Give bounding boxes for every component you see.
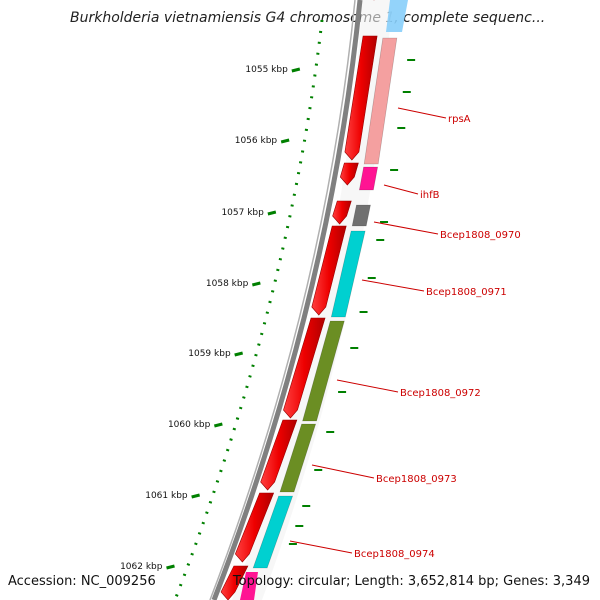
gene-label[interactable]: Bcep1808_0973 bbox=[376, 474, 457, 485]
scale-tick-mark bbox=[267, 210, 277, 216]
gene-callout-line bbox=[336, 379, 399, 393]
scale-tick-label: 1056 kbp bbox=[235, 136, 278, 146]
gene-feature[interactable] bbox=[363, 37, 398, 165]
scale-tick-mark bbox=[291, 67, 301, 73]
gene-callout-line bbox=[397, 107, 447, 119]
gene-feature[interactable] bbox=[279, 423, 317, 493]
partial-gene-feature[interactable] bbox=[386, 0, 408, 32]
partial-gene-feature[interactable] bbox=[240, 572, 258, 600]
scale-tick-mark bbox=[280, 138, 290, 144]
cds-feature[interactable] bbox=[339, 162, 359, 186]
gene-label[interactable]: Bcep1808_0971 bbox=[426, 287, 507, 298]
scale-tick-label: 1060 kbp bbox=[168, 420, 211, 430]
scale-tick-mark bbox=[213, 422, 223, 428]
gene-callout-line bbox=[373, 221, 439, 235]
genome-summary-text: Topology: circular; Length: 3,652,814 bp… bbox=[232, 574, 590, 589]
scale-tick-label: 1058 kbp bbox=[206, 279, 249, 289]
cds-feature[interactable] bbox=[311, 225, 347, 316]
gene-label[interactable]: rpsA bbox=[448, 114, 471, 125]
map-title: Burkholderia vietnamiensis G4 chromosome… bbox=[70, 10, 546, 26]
cds-feature[interactable] bbox=[332, 200, 352, 225]
gene-label[interactable]: ihfB bbox=[420, 190, 440, 201]
gene-label[interactable]: Bcep1808_0974 bbox=[354, 549, 435, 560]
gene-feature[interactable] bbox=[359, 166, 378, 191]
gene-feature[interactable] bbox=[330, 230, 366, 318]
dotted-scale-line bbox=[173, 19, 324, 600]
gene-feature[interactable] bbox=[302, 320, 345, 422]
scale-tick-mark bbox=[234, 351, 244, 357]
gene-label[interactable]: Bcep1808_0970 bbox=[440, 230, 521, 241]
cds-feature[interactable] bbox=[235, 492, 275, 563]
scale-tick-mark bbox=[166, 564, 175, 570]
cds-feature[interactable] bbox=[260, 419, 298, 491]
scale-tick-label: 1061 kbp bbox=[145, 491, 188, 501]
scale-tick-label: 1057 kbp bbox=[221, 208, 264, 218]
cds-feature[interactable] bbox=[220, 565, 249, 600]
accession-text: Accession: NC_009256 bbox=[8, 574, 156, 589]
backbone-circle bbox=[211, 0, 363, 600]
gene-label[interactable]: Bcep1808_0972 bbox=[400, 388, 481, 399]
cds-feature[interactable] bbox=[283, 317, 326, 419]
gene-feature[interactable] bbox=[252, 495, 294, 569]
gene-callout-line bbox=[311, 464, 375, 479]
gene-feature[interactable] bbox=[351, 204, 371, 227]
scale-tick-mark bbox=[191, 493, 200, 499]
scale-tick-mark bbox=[251, 281, 261, 287]
gene-callout-line bbox=[383, 184, 419, 195]
scale-tick-label: 1062 kbp bbox=[120, 562, 163, 572]
scale-tick-label: 1059 kbp bbox=[188, 349, 231, 359]
scale-tick-label: 1055 kbp bbox=[245, 65, 288, 75]
gene-callout-line bbox=[361, 279, 425, 292]
cds-feature[interactable] bbox=[344, 35, 378, 161]
gene-callout-line bbox=[289, 540, 353, 554]
backbone-highlight bbox=[209, 0, 356, 600]
